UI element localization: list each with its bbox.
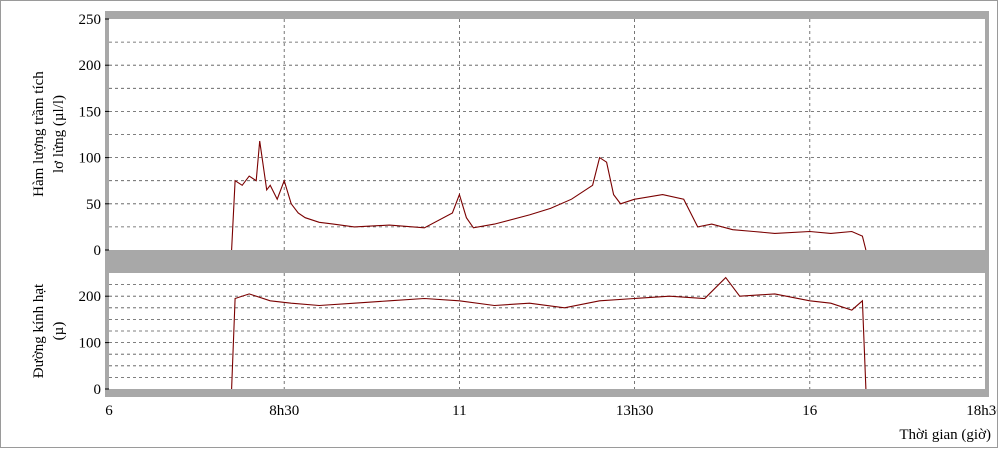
- y-tick-label: 0: [94, 243, 102, 259]
- x-tick-labels: 6 8h30 11 13h30 16 18h30: [105, 403, 998, 419]
- grain-diameter-line: [231, 276, 867, 390]
- bottom-y-ticks: 0 100 200: [79, 289, 109, 398]
- top-y-axis-label: Hàm lượng trầm tích lơ lửng (µl/l): [31, 71, 67, 197]
- y-tick-label: 100: [79, 151, 102, 167]
- y-tick-label: 250: [79, 12, 102, 28]
- y-tick-label: 200: [79, 58, 102, 74]
- x-tick-label: 13h30: [616, 403, 654, 419]
- bottom-y-axis-label: Đường kính hạt (µ): [31, 283, 67, 378]
- y-tick-label: 50: [86, 197, 101, 213]
- bottom-ylabel-line-2: (µ): [51, 322, 67, 341]
- top-y-ticks: 0 50 100 150 200 250: [79, 12, 109, 259]
- y-tick-label: 200: [79, 289, 102, 305]
- x-tick-label: 16: [802, 403, 818, 419]
- top-ylabel-line-2: lơ lửng (µl/l): [51, 95, 67, 173]
- top-ylabel-line-1: Hàm lượng trầm tích: [31, 71, 47, 197]
- y-tick-label: 150: [79, 104, 102, 120]
- x-tick-label: 11: [452, 403, 466, 419]
- bottom-panel: 0 100 200 Đường kính hạt (µ): [31, 273, 985, 398]
- sediment-concentration-line: [231, 140, 867, 251]
- top-panel: 0 50 100 150 200 250 Hàm lượng trầm tích lơ l…: [31, 12, 985, 259]
- x-axis-label: Thời gian (giờ): [899, 427, 991, 443]
- x-tick-label: 6: [105, 403, 113, 419]
- bottom-grid: [109, 273, 985, 389]
- y-tick-label: 0: [94, 382, 102, 398]
- x-tick-label: 8h30: [269, 403, 299, 419]
- y-tick-label: 100: [79, 336, 102, 352]
- x-tick-label: 18h30: [966, 403, 997, 419]
- top-grid: [109, 19, 985, 250]
- bottom-ylabel-line-1: Đường kính hạt: [31, 283, 47, 378]
